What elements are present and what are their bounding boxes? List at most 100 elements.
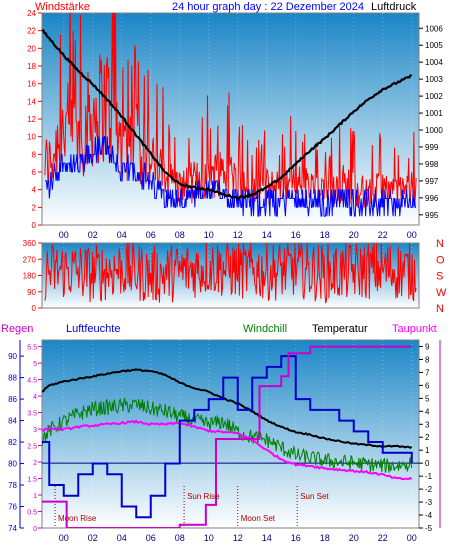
y-left-tick-label: 14 bbox=[27, 97, 36, 106]
panel-wind-pressure: 0246810121416182022249959969979989991000… bbox=[27, 9, 443, 240]
legend-taupunkt: Taupunkt bbox=[392, 323, 437, 335]
x-tick-label: 20 bbox=[349, 533, 359, 543]
plot-area-3 bbox=[41, 339, 420, 529]
x-tick-label: 12 bbox=[233, 533, 243, 543]
x-tick-label: 12 bbox=[233, 230, 243, 240]
event-label: Moon Rise bbox=[58, 514, 97, 523]
y-inner-tick-label: 5 bbox=[33, 361, 37, 368]
y-tick-label: 270 bbox=[23, 255, 37, 264]
y-left-tick-label: 88 bbox=[8, 374, 17, 383]
y-left-tick-label: 86 bbox=[8, 395, 17, 404]
y-right-tick-label: 996 bbox=[425, 194, 439, 203]
header-title: 24 hour graph day : 22 Dezember 2024 bbox=[172, 1, 364, 13]
x-tick-label: 22 bbox=[378, 533, 388, 543]
y-left-tick-label: 0 bbox=[32, 221, 37, 230]
y-left-tick-label: 10 bbox=[27, 133, 36, 142]
legend-windchill: Windchill bbox=[243, 323, 287, 335]
y-left-tick-label: 90 bbox=[8, 352, 17, 361]
y-tick-label: 90 bbox=[27, 288, 36, 297]
temperatur-series-line bbox=[42, 368, 413, 449]
y-right-tick-label: 997 bbox=[425, 177, 439, 186]
y-right-tick-label: 1002 bbox=[425, 92, 443, 101]
x-tick-label: 08 bbox=[175, 533, 185, 543]
x-tick-label: 04 bbox=[117, 230, 127, 240]
x-tick-label: 04 bbox=[117, 533, 127, 543]
direction-label: O bbox=[436, 254, 445, 266]
wind-direction-series-line bbox=[44, 243, 417, 304]
direction-label: W bbox=[436, 287, 447, 299]
y-right-tick-label: 1004 bbox=[425, 58, 443, 67]
y-right-tick-label: 3 bbox=[425, 420, 430, 429]
y-left-tick-label: 22 bbox=[27, 27, 36, 36]
y-inner-tick-label: 2 bbox=[33, 460, 37, 467]
x-tick-label: 16 bbox=[291, 230, 301, 240]
y-right-tick-label: -3 bbox=[425, 498, 433, 507]
plot-area-1 bbox=[41, 12, 420, 226]
y-tick-label: 360 bbox=[23, 239, 37, 248]
x-tick-label: 22 bbox=[378, 230, 388, 240]
x-tick-label: 08 bbox=[175, 230, 185, 240]
luftdruck-series-line bbox=[42, 28, 413, 200]
y-left-tick-label: 82 bbox=[8, 438, 17, 447]
x-tick-label: 20 bbox=[349, 230, 359, 240]
y-left-tick-label: 6 bbox=[32, 168, 37, 177]
y-inner-tick-label: 4 bbox=[33, 394, 37, 401]
y-tick-label: 0 bbox=[32, 304, 37, 313]
y-left-tick-label: 16 bbox=[27, 80, 36, 89]
legend-luftfeuchte: Luftfeuchte bbox=[66, 323, 120, 335]
y-left-tick-label: 74 bbox=[8, 524, 17, 533]
y-left-tick-label: 2 bbox=[32, 203, 37, 212]
y-inner-tick-label: 5.5 bbox=[27, 345, 37, 352]
y-right-tick-label: 998 bbox=[425, 160, 439, 169]
y-right-tick-label: 5 bbox=[425, 394, 430, 403]
y-left-tick-label: 12 bbox=[27, 115, 36, 124]
y-left-tick-label: 78 bbox=[8, 481, 17, 490]
y-left-tick-label: 4 bbox=[32, 186, 37, 195]
y-right-tick-label: 1001 bbox=[425, 109, 443, 118]
taupunkt-series-line bbox=[42, 419, 413, 481]
y-left-tick-label: 76 bbox=[8, 503, 17, 512]
y-right-tick-label: 1006 bbox=[425, 24, 443, 33]
x-tick-label: 18 bbox=[320, 230, 330, 240]
y-inner-tick-label: 2.5 bbox=[27, 444, 37, 451]
event-label: Moon Set bbox=[241, 514, 276, 523]
x-tick-label: 06 bbox=[146, 533, 156, 543]
event-label: Sun Set bbox=[300, 492, 329, 501]
x-tick-label: 10 bbox=[204, 533, 214, 543]
y-inner-tick-label: 0.5 bbox=[27, 510, 37, 517]
x-tick-label: 06 bbox=[146, 230, 156, 240]
x-tick-label: 16 bbox=[291, 533, 301, 543]
event-label: Sun Rise bbox=[187, 492, 220, 501]
y-tick-label: 180 bbox=[23, 272, 37, 281]
y-left-tick-label: 24 bbox=[27, 9, 36, 18]
y-right-tick-label: 2 bbox=[425, 433, 430, 442]
x-tick-label: 02 bbox=[88, 230, 98, 240]
x-tick-label: 14 bbox=[262, 230, 272, 240]
y-inner-tick-label: 0 bbox=[33, 526, 37, 533]
y-right-tick-label: 1003 bbox=[425, 75, 443, 84]
y-right-tick-label: 7 bbox=[425, 368, 430, 377]
panel-temperature-humidity: 74767880828486889000.511.522.533.544.555… bbox=[8, 339, 441, 543]
y-right-tick-label: 995 bbox=[425, 211, 439, 220]
y-left-tick-label: 18 bbox=[27, 62, 36, 71]
y-right-tick-label: 1000 bbox=[425, 126, 443, 135]
y-inner-tick-label: 1 bbox=[33, 493, 37, 500]
y-right-tick-label: 0 bbox=[425, 459, 430, 468]
x-tick-label: 00 bbox=[59, 533, 69, 543]
windspeed-series-line bbox=[44, 136, 417, 217]
legend-regen: Regen bbox=[1, 323, 33, 335]
x-tick-label: 18 bbox=[320, 533, 330, 543]
y-left-tick-label: 80 bbox=[8, 460, 17, 469]
x-tick-label: 00 bbox=[407, 230, 417, 240]
y-left-tick-label: 84 bbox=[8, 417, 17, 426]
y-right-tick-label: 999 bbox=[425, 143, 439, 152]
regen-series-line bbox=[42, 345, 412, 528]
x-tick-label: 10 bbox=[204, 230, 214, 240]
y-right-tick-label: -5 bbox=[425, 524, 433, 533]
y-inner-tick-label: 3.5 bbox=[27, 411, 37, 418]
luftfeuchte-series-line bbox=[42, 355, 413, 519]
windstaerke-series-line bbox=[44, 13, 417, 209]
x-tick-label: 00 bbox=[59, 230, 69, 240]
